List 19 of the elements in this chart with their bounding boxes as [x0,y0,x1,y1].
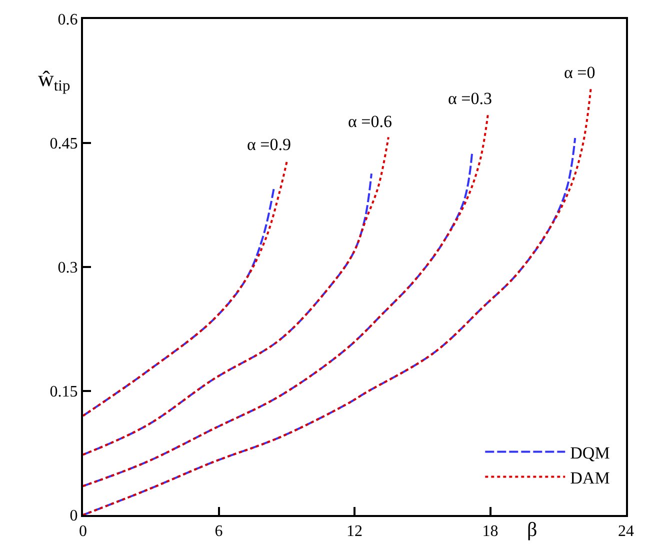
annotation: α =0 [564,63,596,82]
x-tick-label: 12 [346,523,362,540]
annotation: α =0.9 [247,135,291,154]
line-series [83,172,372,456]
y-tick-label: 0.6 [58,12,78,29]
x-tick-label: 18 [482,523,498,540]
y-tick-label: 0.15 [50,384,78,401]
annotation: α =0.6 [348,112,392,131]
y-tick-label: 0.45 [50,136,78,153]
y-axis-title: ŵ$_{tip}$ [38,66,70,95]
legend-label: DQM [570,443,610,462]
x-axis-title: β [527,519,538,541]
y-tick-label: 0 [70,508,78,525]
x-tick-label: 24 [618,523,634,540]
y-tick-label: 0.3 [58,260,78,277]
x-tick-label: 6 [214,523,223,540]
legend-label: DAM [570,468,610,488]
line-series [83,136,390,456]
annotation: α =0.3 [448,89,492,108]
